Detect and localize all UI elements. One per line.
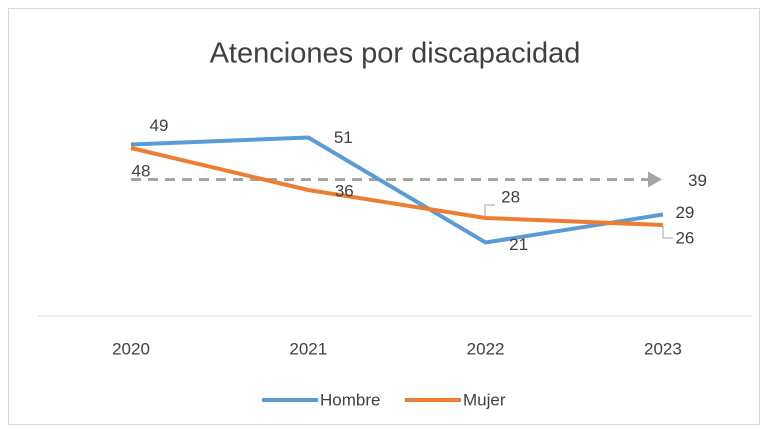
legend-label: Mujer [463, 390, 506, 409]
x-tick-label: 2023 [644, 339, 682, 358]
data-label: 49 [150, 116, 169, 135]
series-line [130, 146, 663, 227]
chart-frame [8, 8, 760, 425]
reference-label: 39 [688, 171, 707, 190]
x-tick-label: 2020 [112, 339, 150, 358]
data-label: 51 [334, 128, 353, 147]
series-line [130, 135, 664, 245]
data-label: 26 [675, 228, 694, 247]
data-label: 28 [501, 187, 520, 206]
data-label: 36 [335, 181, 354, 200]
data-label: 48 [132, 161, 151, 180]
chart-title: Atenciones por discapacidad [210, 38, 581, 70]
x-tick-label: 2022 [467, 339, 505, 358]
data-label: 29 [675, 203, 694, 222]
data-label: 21 [509, 235, 528, 254]
x-tick-label: 2021 [289, 339, 327, 358]
reference-arrow [648, 171, 662, 188]
legend-label: Hombre [320, 390, 380, 409]
leader-line [662, 226, 673, 239]
leader-line [484, 204, 495, 217]
